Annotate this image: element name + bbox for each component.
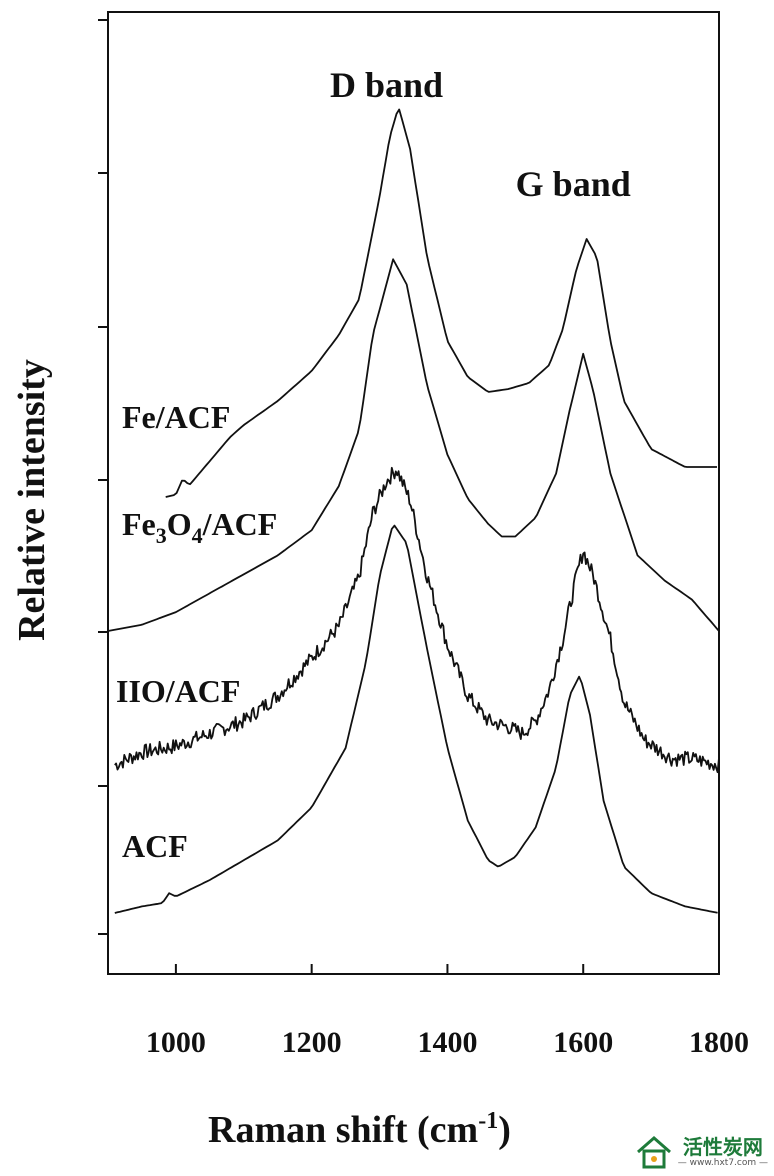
x-tick-label: 1600 — [553, 1026, 613, 1059]
series-line-3 — [114, 466, 720, 774]
series-label-3: IIO/ACF — [116, 673, 240, 709]
series-label-2: Fe3O4/ACF — [122, 506, 277, 548]
x-axis-title-main: Raman shift (cm — [208, 1109, 478, 1151]
series-label-part: IIO/ACF — [116, 673, 240, 709]
plot-frame — [107, 11, 720, 975]
series-label-part: Fe/ACF — [122, 399, 230, 435]
series-label-part: ACF — [122, 828, 188, 864]
x-tick-label: 1400 — [417, 1026, 477, 1059]
band-annotation: D band — [330, 65, 443, 105]
series-label-1: Fe/ACF — [122, 399, 230, 435]
x-tick-label: 1000 — [146, 1026, 206, 1059]
series-line-4 — [114, 524, 718, 914]
watermark: 活性炭网 — www.hxt7.com — — [634, 1132, 768, 1172]
series-line-1 — [165, 108, 717, 498]
annotations: D band G band — [330, 65, 631, 204]
series-label-part: /ACF — [202, 506, 278, 542]
series-label-part: O — [167, 506, 192, 542]
watermark-name: 活性炭网 — [682, 1134, 763, 1159]
watermark-url: — www.hxt7.com — — [677, 1157, 768, 1168]
x-tick-label: 1800 — [689, 1026, 749, 1059]
house-logo-icon — [636, 1136, 671, 1169]
series-lines — [107, 108, 720, 914]
x-axis-title: Raman shift (cm-1) — [208, 1108, 511, 1151]
series-label-4: ACF — [122, 828, 188, 864]
x-axis-title-sup: -1 — [478, 1108, 498, 1134]
series-label-part: Fe — [122, 506, 156, 542]
x-ticks: 1000 1200 1400 1600 1800 — [146, 964, 749, 1059]
y-axis-title: Relative intensity — [11, 359, 53, 641]
band-annotation: G band — [516, 164, 631, 204]
series-label-part: 3 — [156, 523, 167, 548]
series-label-part: 4 — [192, 523, 203, 548]
series-line-2 — [107, 258, 720, 632]
y-ticks — [98, 19, 108, 935]
x-axis-title-close: ) — [498, 1109, 511, 1151]
x-tick-label: 1200 — [282, 1026, 342, 1059]
